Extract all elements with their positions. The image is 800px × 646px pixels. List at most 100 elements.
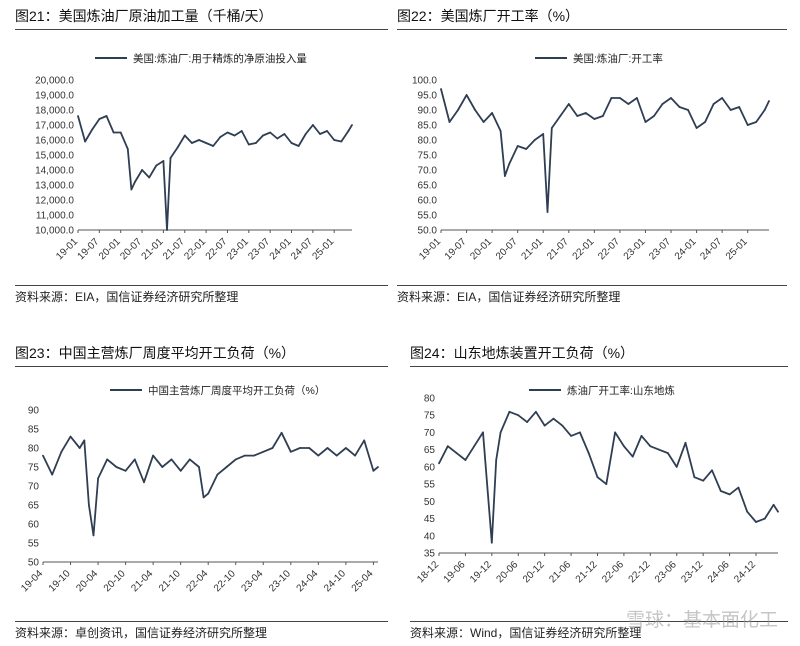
y-tick-label: 14,000.0 bbox=[35, 166, 74, 177]
data-point bbox=[255, 142, 257, 144]
data-point bbox=[202, 496, 205, 499]
y-tick-label: 70.0 bbox=[418, 166, 438, 177]
data-point bbox=[719, 490, 722, 492]
data-point bbox=[755, 521, 757, 523]
data-point bbox=[83, 439, 86, 442]
data-point bbox=[247, 143, 250, 146]
data-point bbox=[448, 121, 451, 123]
x-tick-label: 23-12 bbox=[679, 559, 705, 585]
data-point bbox=[225, 466, 228, 468]
chart-source: 资料来源：EIA，国信证券经济研究所整理 bbox=[397, 290, 621, 304]
data-point bbox=[77, 115, 79, 117]
data-point bbox=[596, 476, 599, 479]
data-point bbox=[130, 188, 133, 191]
data-point bbox=[283, 133, 286, 135]
x-tick-label: 21-04 bbox=[129, 568, 155, 594]
y-tick-label: 15,000.0 bbox=[35, 151, 74, 162]
data-point bbox=[605, 483, 608, 485]
x-tick-label: 22-12 bbox=[627, 559, 653, 585]
title-rule bbox=[410, 366, 788, 367]
data-point bbox=[763, 517, 766, 520]
data-point bbox=[517, 414, 520, 417]
data-point bbox=[490, 541, 493, 544]
data-point bbox=[746, 510, 749, 513]
chart-title: 图24：山东地炼装置开工负荷（%） bbox=[410, 345, 635, 361]
x-tick-label: 24-10 bbox=[322, 568, 348, 594]
y-tick-label: 80.0 bbox=[418, 136, 438, 147]
data-point bbox=[347, 130, 350, 132]
data-point bbox=[326, 447, 329, 449]
data-point bbox=[587, 452, 590, 454]
data-point bbox=[372, 469, 375, 472]
data-point bbox=[702, 479, 705, 482]
x-tick-label: 19-07 bbox=[443, 236, 469, 262]
data-point bbox=[354, 454, 356, 457]
x-tick-label: 24-12 bbox=[732, 559, 758, 585]
data-point bbox=[627, 103, 630, 105]
data-point bbox=[198, 466, 200, 468]
data-point bbox=[508, 163, 511, 165]
source-rule bbox=[410, 621, 788, 622]
data-point bbox=[640, 435, 643, 437]
data-point bbox=[546, 211, 549, 213]
data-point bbox=[678, 106, 681, 108]
chart-title: 图23：中国主营炼厂周度平均开工负荷（%） bbox=[15, 345, 296, 361]
data-point bbox=[97, 477, 99, 480]
data-point bbox=[333, 139, 336, 141]
data-point bbox=[308, 447, 311, 449]
data-point bbox=[535, 410, 537, 413]
data-point bbox=[482, 121, 485, 123]
data-point bbox=[644, 121, 647, 123]
y-tick-label: 18,000.0 bbox=[35, 106, 74, 117]
data-point bbox=[649, 445, 652, 448]
watermark-text: 雪球：基本面化工 bbox=[625, 610, 778, 631]
data-point bbox=[446, 445, 449, 448]
data-point bbox=[455, 452, 458, 454]
data-point bbox=[729, 109, 732, 111]
chart-source: 资料来源：卓创资讯，国信证券经济研究所整理 bbox=[15, 626, 268, 640]
data-point bbox=[533, 139, 536, 141]
data-point bbox=[661, 103, 664, 105]
data-point bbox=[92, 534, 95, 537]
data-point bbox=[244, 454, 246, 457]
data-point bbox=[345, 447, 347, 449]
data-point bbox=[152, 454, 155, 457]
data-point bbox=[205, 142, 208, 144]
data-point bbox=[576, 115, 579, 117]
data-point bbox=[91, 128, 94, 131]
y-tick-label: 85 bbox=[28, 425, 40, 436]
x-tick-label: 25-04 bbox=[350, 568, 376, 594]
y-tick-label: 75 bbox=[28, 463, 40, 474]
x-tick-label: 21-07 bbox=[545, 236, 571, 262]
x-tick-label: 19-12 bbox=[468, 559, 494, 585]
data-point bbox=[526, 421, 528, 423]
x-tick-label: 23-07 bbox=[246, 236, 272, 262]
x-tick-label: 22-06 bbox=[600, 559, 626, 585]
data-point bbox=[115, 466, 118, 468]
data-point bbox=[675, 466, 678, 468]
data-point bbox=[623, 445, 625, 448]
data-point bbox=[269, 131, 272, 134]
x-tick-label: 20-07 bbox=[494, 236, 520, 262]
data-point bbox=[721, 97, 723, 99]
data-point bbox=[299, 447, 301, 449]
x-tick-label: 23-04 bbox=[240, 568, 266, 594]
data-point bbox=[363, 439, 366, 442]
data-point bbox=[667, 452, 669, 454]
data-point bbox=[525, 148, 528, 150]
x-tick-label: 20-01 bbox=[97, 236, 123, 262]
y-tick-label: 55 bbox=[28, 539, 40, 550]
data-point bbox=[491, 112, 493, 114]
data-point bbox=[473, 445, 476, 448]
data-point bbox=[561, 424, 564, 427]
data-point bbox=[465, 94, 468, 96]
y-tick-label: 55.0 bbox=[418, 211, 438, 222]
data-point bbox=[552, 417, 555, 420]
data-point bbox=[179, 469, 182, 472]
x-tick-label: 20-01 bbox=[468, 236, 494, 262]
data-point bbox=[631, 455, 634, 458]
data-point bbox=[304, 133, 307, 135]
data-point bbox=[457, 109, 459, 111]
data-point bbox=[684, 441, 687, 444]
data-point bbox=[377, 466, 379, 468]
